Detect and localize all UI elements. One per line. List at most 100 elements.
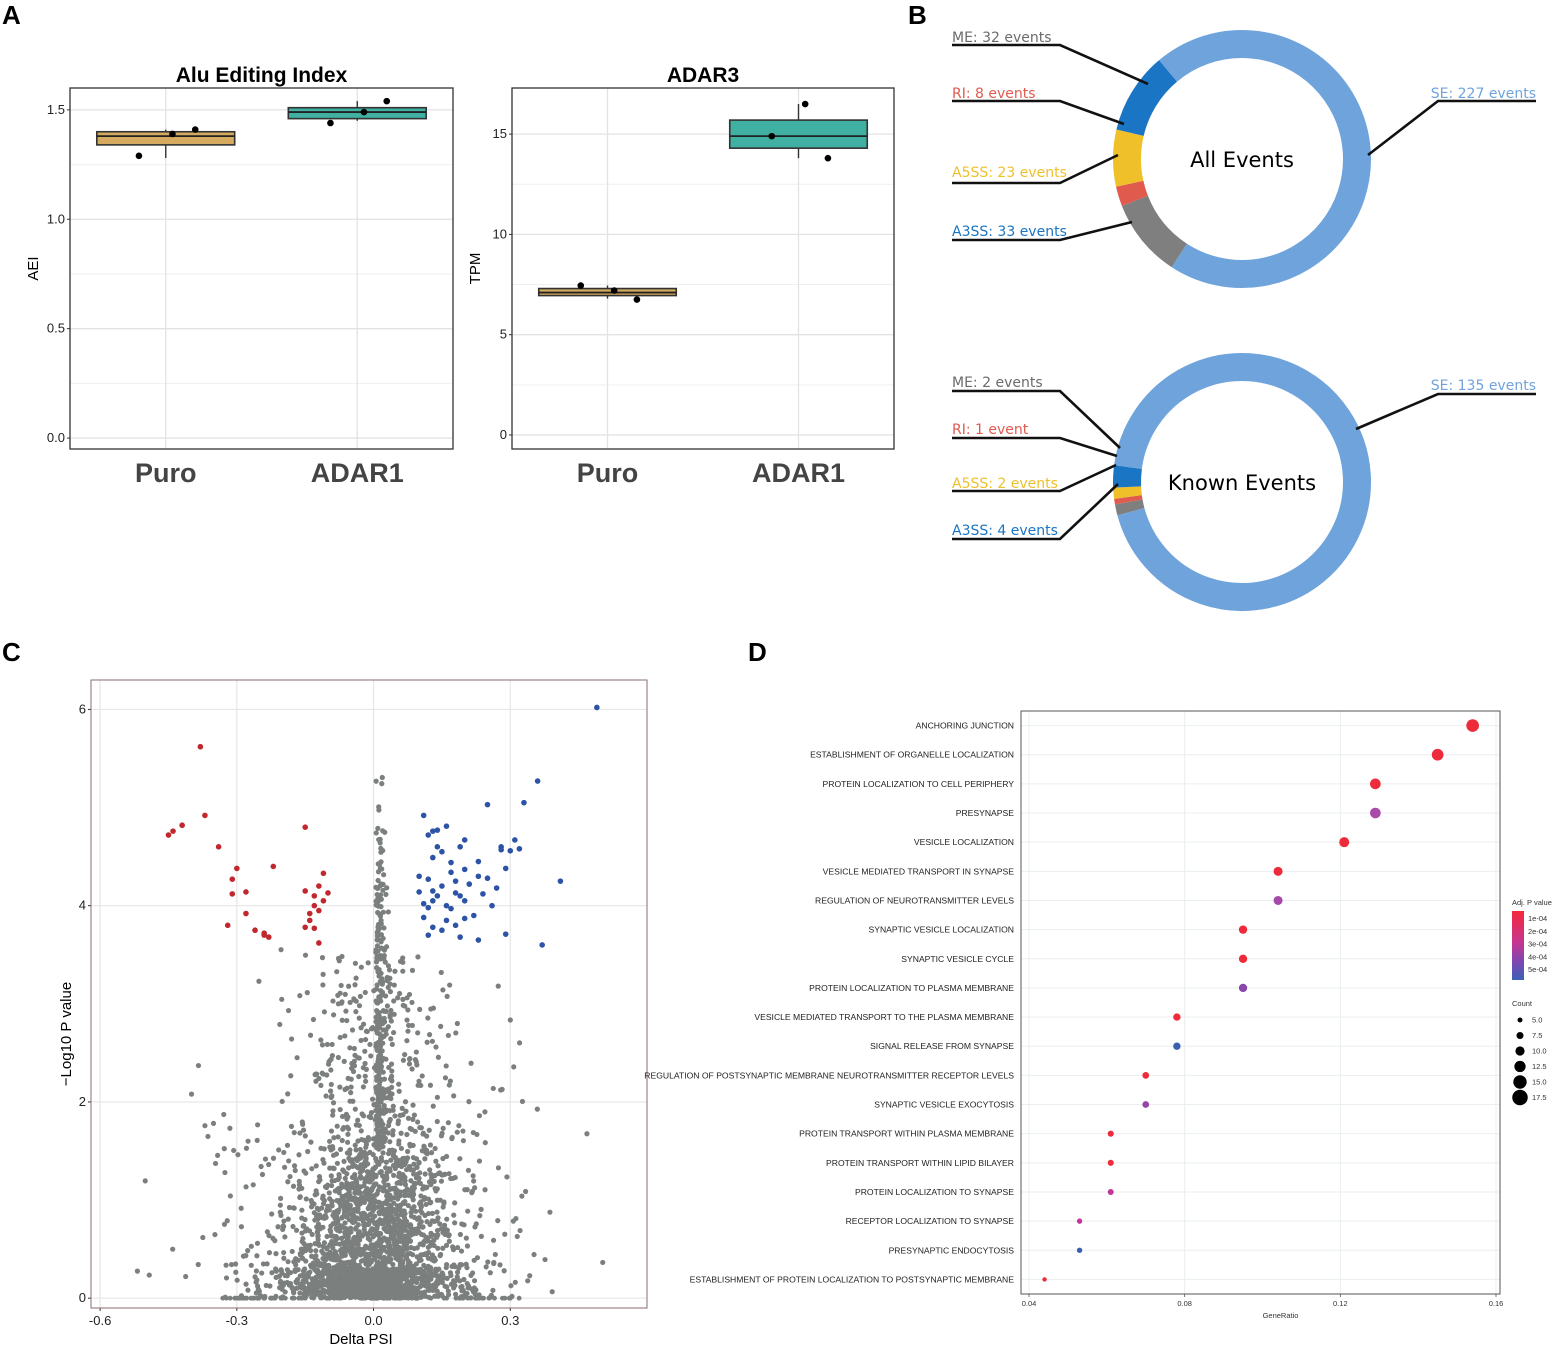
gray-point (385, 1220, 391, 1227)
go-term-dot (1466, 719, 1479, 732)
gray-point (377, 1200, 383, 1206)
gray-point (413, 1208, 419, 1214)
gray-point (398, 1230, 404, 1236)
gray-point (264, 1229, 270, 1235)
gray-point (334, 1123, 340, 1129)
gray-point (422, 1251, 428, 1257)
gray-point (353, 1284, 359, 1290)
gray-point (380, 1273, 386, 1279)
blue-point (434, 893, 441, 899)
gray-point (290, 1205, 297, 1211)
gray-point (443, 1063, 449, 1069)
gray-point (300, 1268, 307, 1274)
gray-point (421, 1262, 427, 1268)
data-point (824, 154, 832, 162)
donut-leader-line (952, 99, 1125, 126)
gray-point (483, 1264, 489, 1270)
gray-point (241, 1295, 246, 1301)
gray-point (452, 1291, 459, 1297)
gray-point (358, 1037, 364, 1044)
gray-point (446, 1232, 452, 1238)
gray-point (254, 1253, 260, 1259)
y-tick-label: 5 (500, 327, 507, 342)
blue-point (443, 823, 450, 830)
gray-point (511, 1064, 517, 1070)
go-term-label: SYNAPTIC VESICLE EXOCYTOSIS (874, 1100, 1014, 1110)
donut-leader-line (952, 389, 1121, 449)
gray-point (395, 1212, 401, 1218)
gray-point (369, 1096, 376, 1102)
gray-point (352, 1163, 358, 1169)
blue-point (434, 844, 441, 850)
gray-point (414, 1164, 420, 1171)
gray-point (320, 971, 326, 977)
gray-point (490, 1287, 496, 1293)
red-point (252, 927, 258, 934)
gray-point (379, 866, 385, 872)
gray-point (309, 1231, 315, 1238)
gray-point (388, 1036, 394, 1042)
red-point (306, 910, 313, 917)
gray-point (271, 1295, 277, 1301)
gray-point (299, 1215, 305, 1221)
gray-point (327, 1165, 333, 1171)
y-tick-label: 0 (79, 1290, 86, 1305)
red-point (311, 925, 318, 932)
blue-point (430, 854, 436, 861)
gray-point (347, 1243, 353, 1249)
gray-point (396, 1170, 402, 1176)
blue-point (420, 812, 427, 819)
gray-point (142, 1178, 148, 1184)
gray-point (338, 1295, 344, 1301)
gray-point (428, 1150, 435, 1156)
gray-point (387, 1139, 393, 1145)
gray-point (316, 1292, 322, 1298)
gray-point (341, 1207, 348, 1213)
gray-point (319, 955, 326, 961)
gray-point (351, 1185, 357, 1191)
gray-point (297, 1290, 303, 1296)
gray-point (444, 1275, 450, 1281)
gray-point (434, 1209, 440, 1215)
gray-point (395, 1290, 401, 1296)
gray-point (379, 781, 385, 787)
gray-point (407, 1222, 413, 1228)
plot-frame (69, 87, 454, 450)
gray-point (380, 1040, 386, 1046)
gray-point (372, 1295, 377, 1301)
gray-point (358, 964, 364, 970)
gray-point (376, 937, 382, 943)
gray-point (463, 1235, 469, 1241)
x-tick-label: 0.08 (1177, 1299, 1192, 1308)
gray-point (378, 1244, 384, 1250)
gray-point (465, 1295, 471, 1301)
gray-point (315, 1233, 321, 1239)
gray-point (397, 1275, 403, 1281)
gray-point (339, 1017, 345, 1023)
y-axis-label: −Log10 P value (58, 982, 75, 1086)
gray-point (324, 1041, 330, 1048)
gray-point (258, 1163, 264, 1170)
gray-point (352, 1294, 358, 1300)
gray-point (339, 1181, 345, 1187)
gray-point (490, 1085, 496, 1092)
gray-point (301, 1291, 307, 1297)
panel-letter-d: D (748, 637, 767, 667)
gray-point (373, 1014, 379, 1020)
gray-point (495, 1218, 501, 1224)
gray-point (385, 975, 392, 982)
y-tick-label: 10 (493, 226, 507, 241)
legend-size-tick: 12.5 (1532, 1062, 1547, 1071)
gray-point (336, 1207, 342, 1213)
gray-point (327, 1255, 334, 1261)
red-point (261, 930, 267, 936)
gray-point (375, 1130, 381, 1136)
gray-point (439, 1130, 445, 1136)
gray-point (495, 1165, 502, 1171)
gray-point (438, 1178, 445, 1184)
gray-point (286, 1204, 293, 1211)
gray-point (391, 998, 397, 1004)
gray-point (446, 1082, 452, 1088)
red-point (316, 907, 322, 914)
blue-point (534, 778, 541, 784)
